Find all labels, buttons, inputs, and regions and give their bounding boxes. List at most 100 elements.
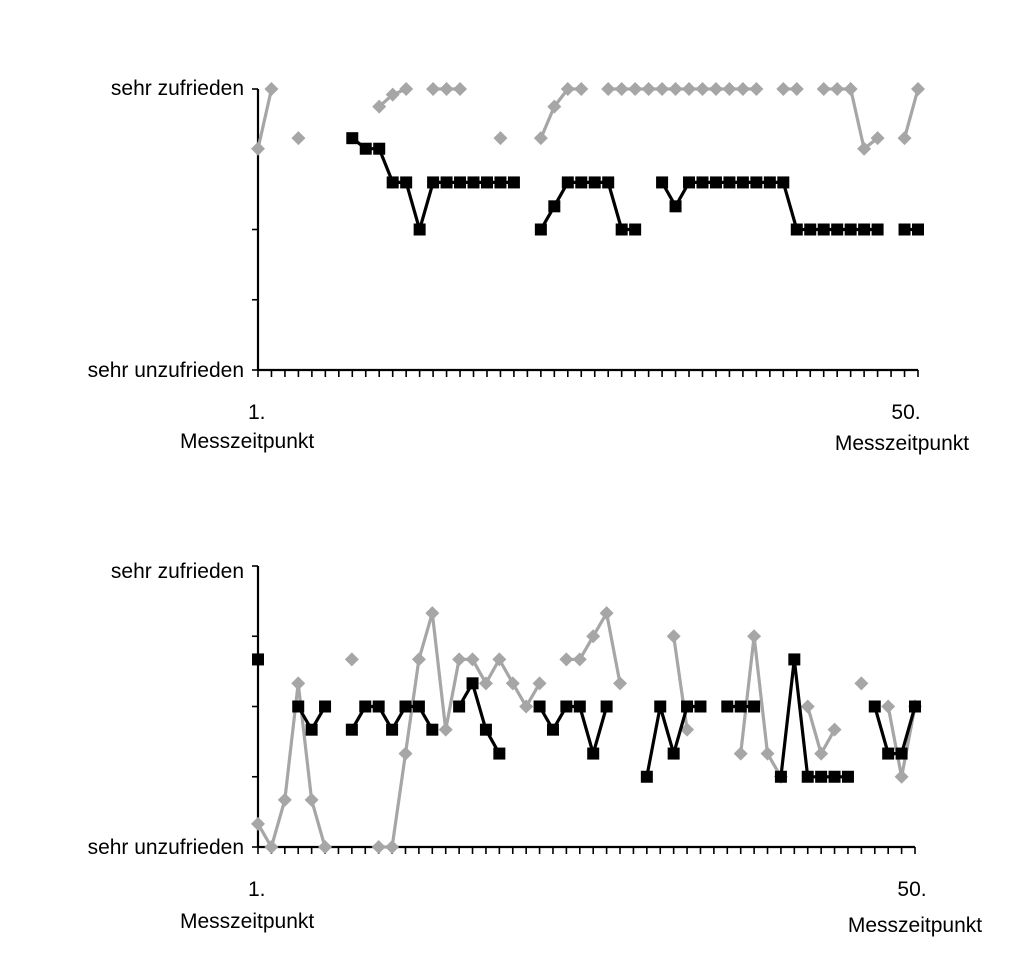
data-point bbox=[666, 629, 681, 644]
data-point bbox=[831, 223, 844, 236]
data-point bbox=[895, 747, 908, 760]
data-point bbox=[426, 82, 441, 96]
data-point bbox=[546, 723, 559, 736]
data-point bbox=[830, 82, 845, 96]
data-point bbox=[560, 82, 575, 96]
data-point bbox=[264, 840, 279, 854]
data-point bbox=[668, 82, 683, 96]
data-point bbox=[776, 82, 791, 96]
data-point bbox=[748, 700, 761, 713]
data-point bbox=[828, 770, 841, 783]
series-2 bbox=[346, 132, 924, 236]
data-point bbox=[252, 653, 264, 666]
y-tick-label-bottom: sehr unzufrieden bbox=[88, 359, 244, 382]
data-point bbox=[386, 723, 399, 736]
data-point bbox=[398, 746, 413, 761]
data-point bbox=[817, 223, 830, 236]
data-point bbox=[602, 176, 615, 189]
data-point bbox=[413, 223, 426, 236]
data-point bbox=[600, 700, 613, 713]
data-point bbox=[251, 141, 265, 156]
data-point bbox=[573, 700, 586, 713]
data-point bbox=[425, 606, 440, 621]
x-tick-label-first-number: 1. bbox=[248, 401, 266, 424]
series-line bbox=[902, 88, 920, 139]
data-point bbox=[479, 723, 492, 736]
data-point bbox=[385, 87, 400, 102]
data-point bbox=[894, 769, 909, 784]
data-point bbox=[574, 82, 589, 96]
data-point bbox=[372, 700, 385, 713]
data-point bbox=[760, 746, 775, 761]
data-point bbox=[655, 82, 670, 96]
data-point bbox=[721, 700, 734, 713]
data-point bbox=[816, 82, 831, 96]
data-point bbox=[478, 676, 493, 691]
x-tick-label-first-label: Messzeitpunkt bbox=[180, 430, 314, 453]
data-point bbox=[750, 176, 763, 189]
series-line bbox=[823, 87, 879, 152]
data-point bbox=[532, 676, 547, 691]
data-point bbox=[641, 82, 656, 96]
data-point bbox=[858, 223, 871, 236]
series-1 bbox=[251, 82, 925, 156]
data-point bbox=[453, 82, 468, 96]
data-point bbox=[586, 629, 601, 644]
data-point bbox=[452, 652, 467, 667]
data-point bbox=[264, 82, 279, 96]
data-point bbox=[304, 792, 319, 807]
data-point bbox=[656, 176, 669, 189]
data-point bbox=[344, 652, 359, 667]
data-point bbox=[868, 700, 881, 713]
y-tick-label-top: sehr zufrieden bbox=[111, 560, 244, 583]
data-point bbox=[694, 700, 707, 713]
series-line bbox=[566, 608, 622, 684]
series-line bbox=[256, 88, 274, 150]
data-point bbox=[911, 82, 925, 96]
series-line bbox=[378, 612, 541, 849]
data-point bbox=[386, 176, 399, 189]
data-point bbox=[547, 99, 562, 114]
data-point bbox=[426, 723, 439, 736]
data-point bbox=[870, 131, 885, 146]
data-point bbox=[399, 82, 414, 96]
data-point bbox=[412, 700, 425, 713]
data-point bbox=[841, 770, 854, 783]
data-point bbox=[777, 176, 790, 189]
data-point bbox=[735, 82, 750, 96]
data-point bbox=[723, 176, 736, 189]
x-tick-label-last-label: Messzeitpunkt bbox=[835, 432, 969, 455]
data-point bbox=[680, 722, 695, 737]
data-point bbox=[291, 676, 306, 691]
data-point bbox=[682, 82, 697, 96]
data-point bbox=[909, 700, 921, 713]
series-line bbox=[779, 659, 848, 779]
data-point bbox=[411, 652, 426, 667]
data-point bbox=[492, 652, 507, 667]
series-line bbox=[739, 636, 783, 778]
data-point bbox=[251, 816, 265, 831]
data-point bbox=[640, 770, 653, 783]
data-point bbox=[373, 142, 386, 155]
data-point bbox=[427, 176, 440, 189]
data-point bbox=[466, 677, 479, 690]
data-point bbox=[561, 176, 574, 189]
data-point bbox=[494, 176, 507, 189]
data-point bbox=[400, 176, 413, 189]
data-point bbox=[734, 700, 747, 713]
data-point bbox=[453, 700, 466, 713]
data-point bbox=[399, 700, 412, 713]
data-point bbox=[629, 223, 642, 236]
data-point bbox=[683, 176, 696, 189]
data-point bbox=[898, 223, 911, 236]
data-point bbox=[372, 99, 387, 114]
data-point bbox=[854, 676, 869, 691]
series-line bbox=[873, 706, 917, 756]
x-tick-label-last-number: 50. bbox=[891, 401, 920, 424]
data-point bbox=[669, 200, 682, 213]
x-tick-label-last-number: 50. bbox=[897, 878, 926, 901]
data-point bbox=[897, 131, 912, 146]
data-point bbox=[615, 223, 628, 236]
